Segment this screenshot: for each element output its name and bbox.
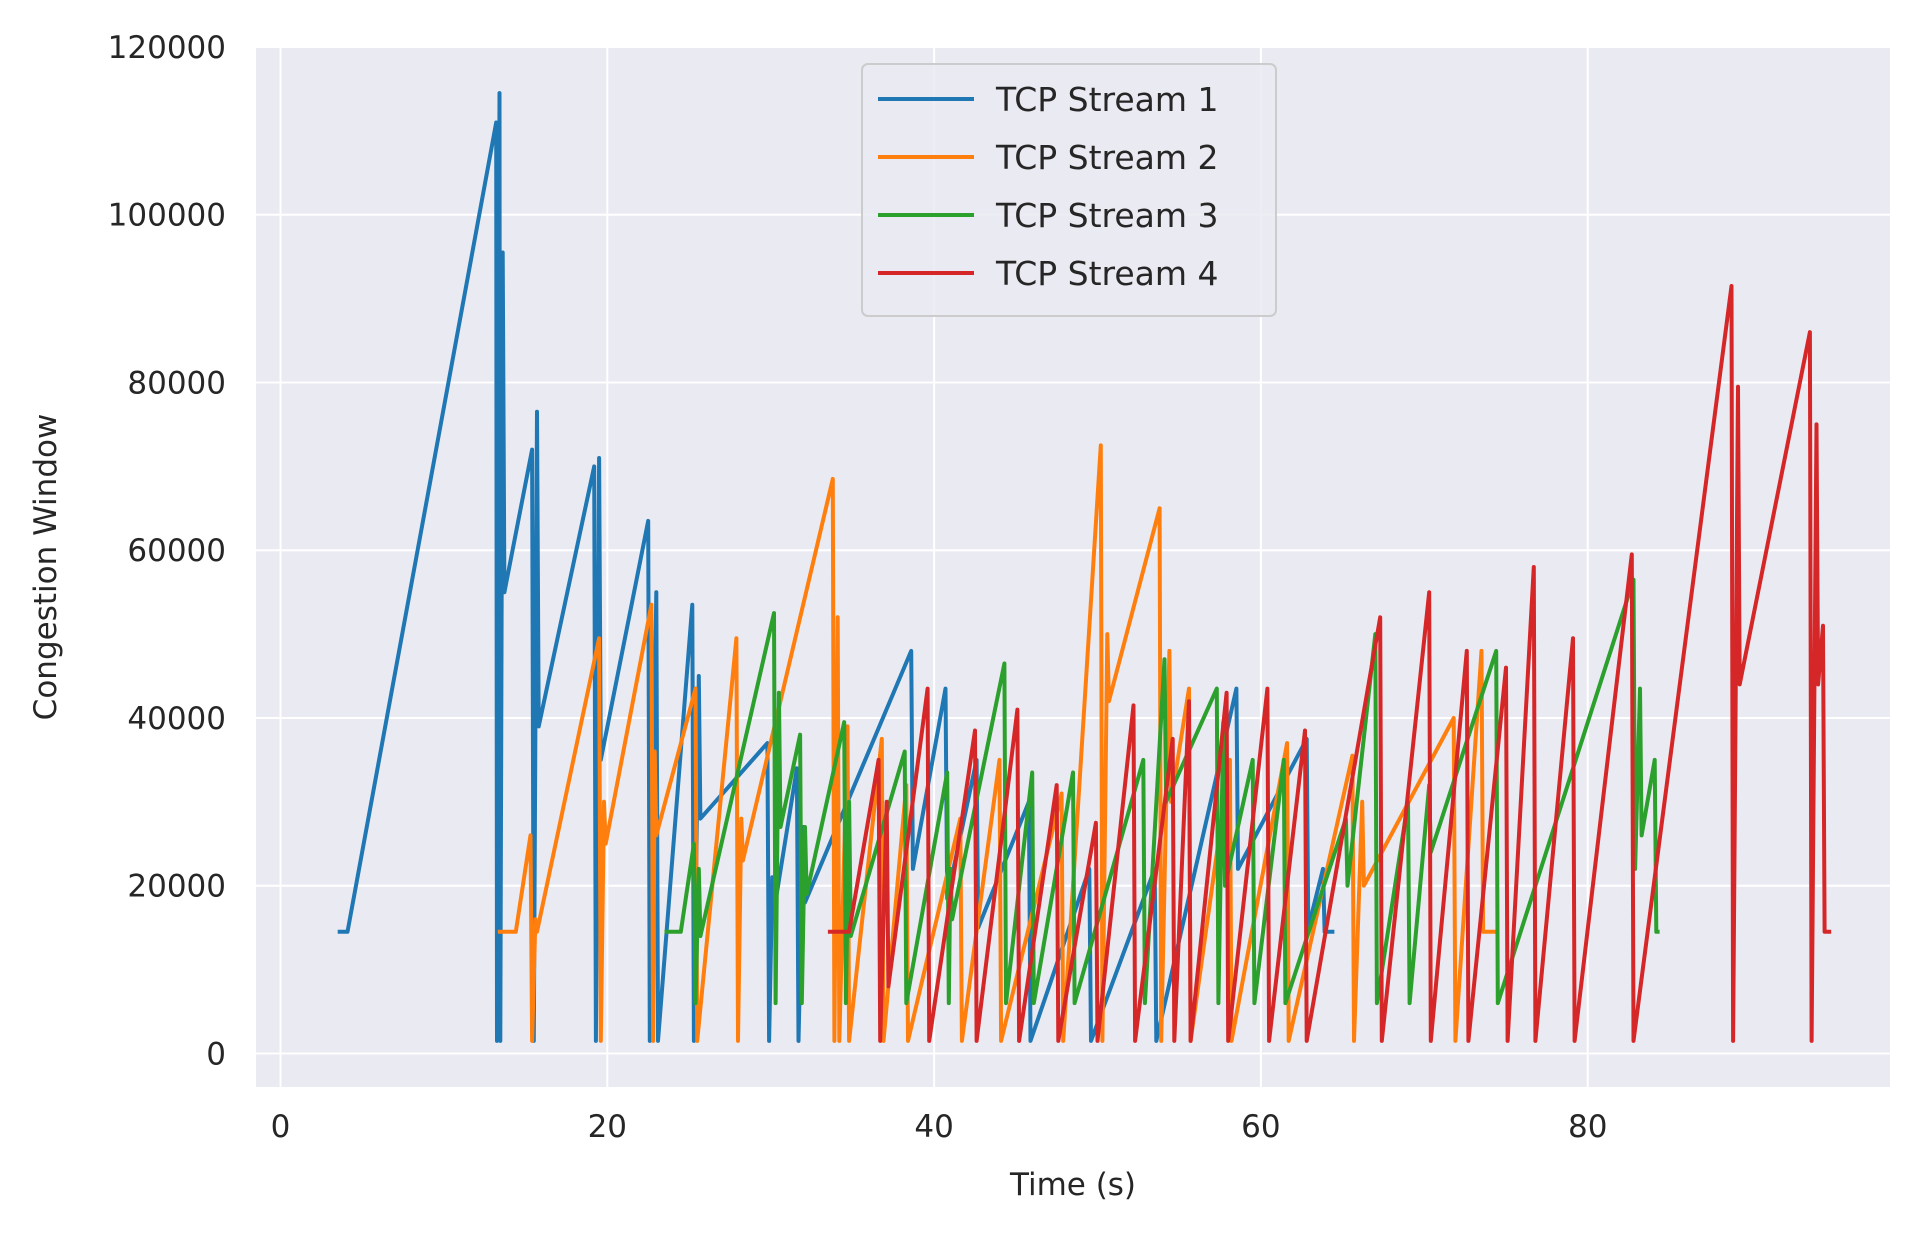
y-tick-label: 20000 [127, 869, 226, 905]
x-axis-label: Time (s) [1009, 1167, 1136, 1203]
legend-label: TCP Stream 2 [995, 138, 1219, 177]
y-axis-label: Congestion Window [28, 414, 64, 721]
y-tick-label: 60000 [127, 533, 226, 569]
y-tick-label: 40000 [127, 701, 226, 737]
series-line-2 [497, 443, 1497, 1043]
legend-label: TCP Stream 1 [995, 80, 1219, 119]
legend-box [861, 63, 1277, 317]
y-tick-label: 0 [206, 1036, 226, 1072]
x-tick-label: 0 [271, 1109, 291, 1145]
x-tick-label: 80 [1568, 1109, 1607, 1145]
x-tick-label: 40 [914, 1109, 953, 1145]
series-line-4 [827, 284, 1832, 1043]
legend-label: TCP Stream 3 [995, 196, 1219, 235]
x-tick-label: 60 [1241, 1109, 1280, 1145]
y-tick-label: 100000 [108, 198, 226, 234]
series-lines [337, 91, 1832, 1043]
x-tick-label: 20 [588, 1109, 627, 1145]
legend-label: TCP Stream 4 [995, 254, 1219, 293]
y-tick-label: 120000 [108, 30, 226, 66]
y-tick-label: 80000 [127, 365, 226, 401]
legend: TCP Stream 1 TCP Stream 2 TCP Stream 3 TCP … [861, 63, 1277, 317]
tick-labels: 0 20 40 60 80 0 20000 40000 60000 80000 100000 1200… [108, 30, 1608, 1145]
